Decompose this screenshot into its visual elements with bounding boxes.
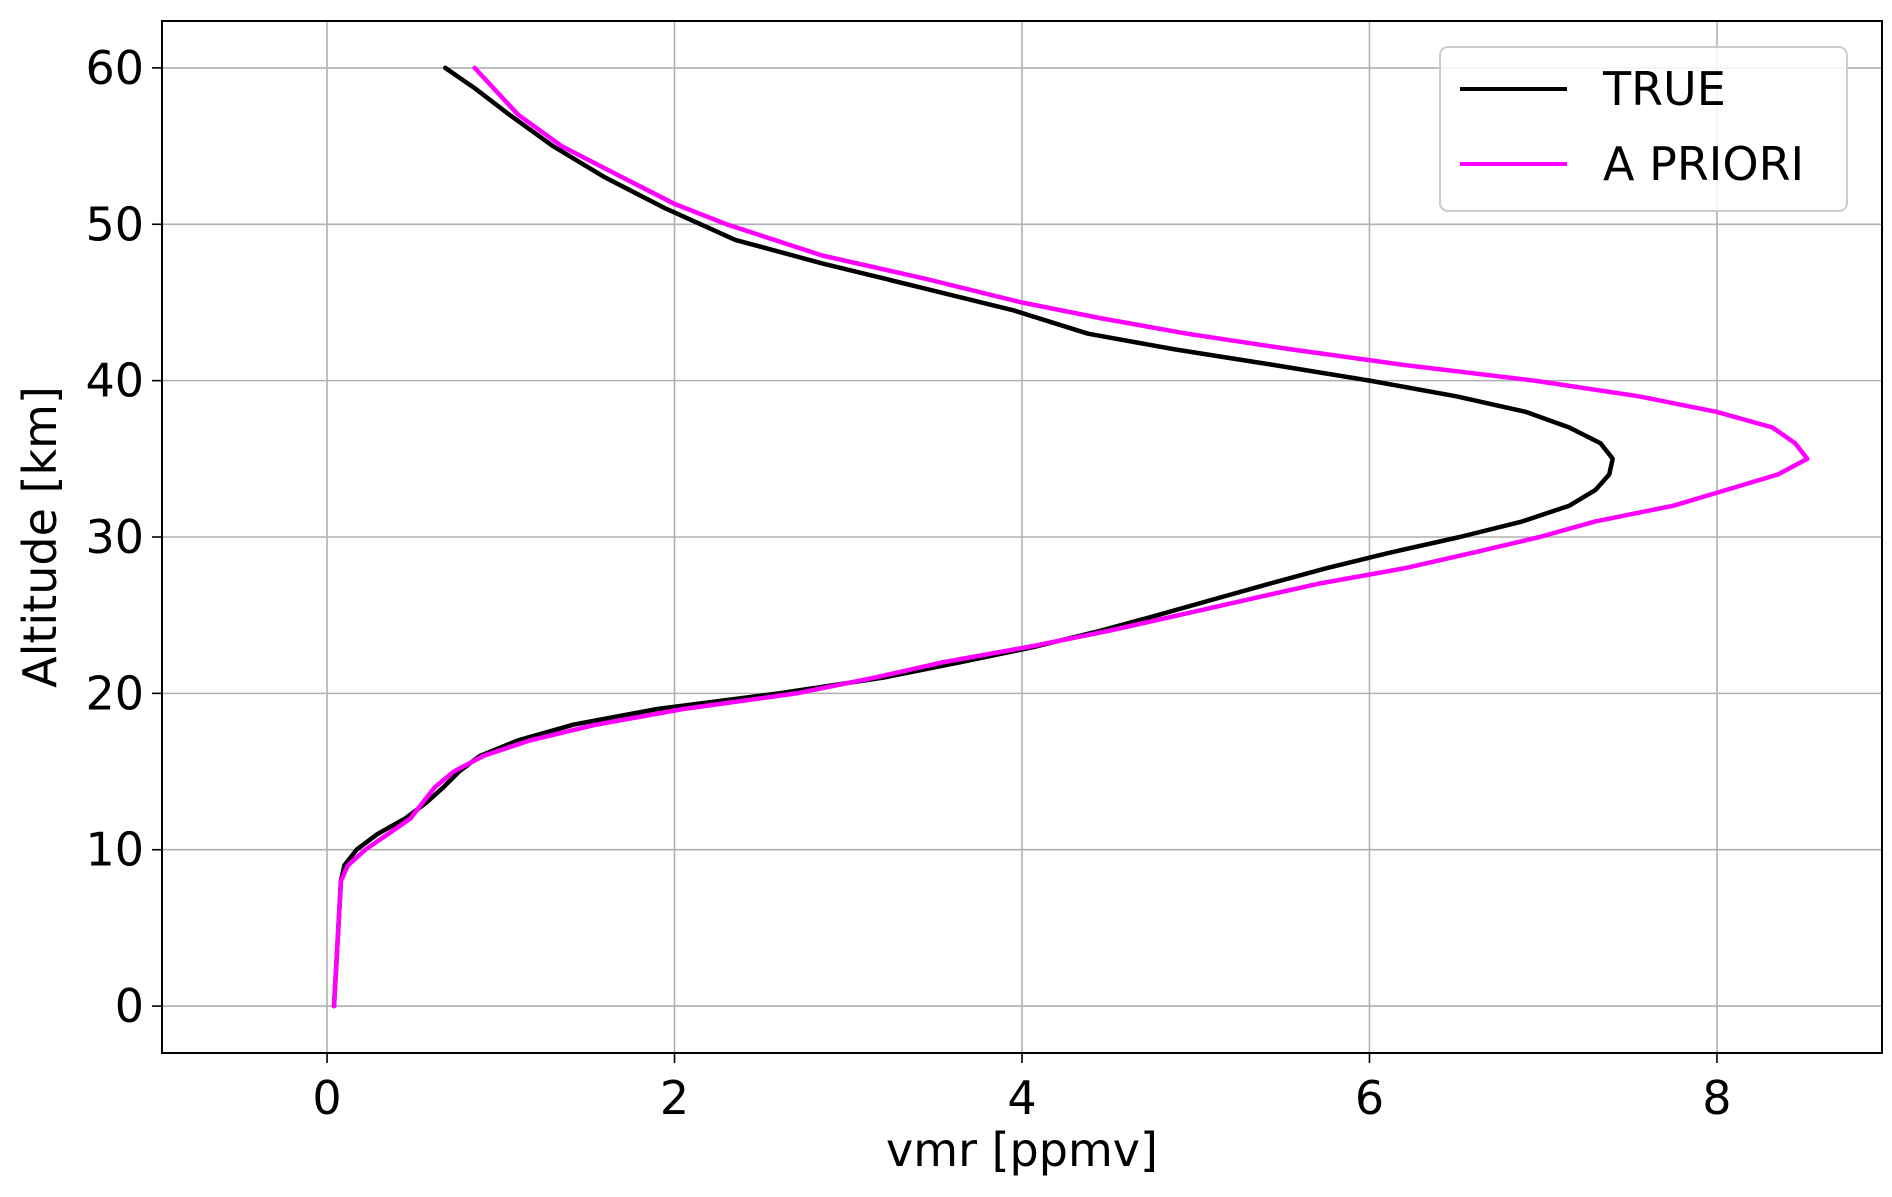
y-tick-label: 60 <box>85 41 144 95</box>
axis-ticks: 0 2 4 6 8 0 10 20 30 40 50 60 <box>85 41 1731 1125</box>
x-tick-label: 8 <box>1702 1071 1731 1125</box>
legend-label-a-priori: A PRIORI <box>1603 137 1804 191</box>
series-line-a-priori <box>331 65 1810 1009</box>
x-tick-label: 6 <box>1355 1071 1384 1125</box>
y-tick-label: 0 <box>115 979 144 1033</box>
legend: TRUE A PRIORI <box>1439 46 1848 212</box>
y-tick-label: 10 <box>85 823 144 877</box>
series-line-true <box>331 65 1615 1009</box>
legend-label-true: TRUE <box>1602 62 1726 116</box>
series-layer <box>331 65 1810 1009</box>
x-axis-label: vmr [ppmv] <box>886 1123 1158 1177</box>
x-tick-label: 0 <box>312 1071 341 1125</box>
x-tick-label: 2 <box>660 1071 689 1125</box>
y-axis-label: Altitude [km] <box>13 386 67 688</box>
y-tick-label: 50 <box>85 197 144 251</box>
y-tick-label: 40 <box>85 354 144 408</box>
grid <box>162 21 1882 1053</box>
y-tick-label: 20 <box>85 666 144 720</box>
y-tick-label: 30 <box>85 510 144 564</box>
x-tick-label: 4 <box>1007 1071 1036 1125</box>
